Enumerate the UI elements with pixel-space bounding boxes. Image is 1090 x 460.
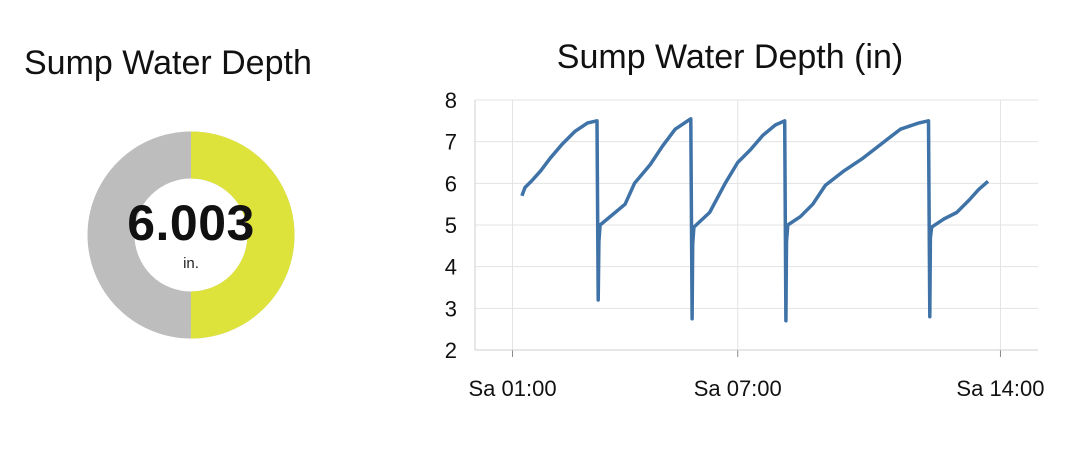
x-tick-label: Sa 14:00 [956,376,1044,401]
x-tick-label: Sa 07:00 [694,376,782,401]
chart-title: Sump Water Depth (in) [556,38,904,76]
y-tick-label: 6 [445,171,457,196]
gauge-title: Sump Water Depth [24,44,312,82]
y-tick-label: 5 [445,213,457,238]
gauge-fill [87,131,295,339]
y-tick-label: 3 [445,296,457,321]
y-tick-label: 8 [445,88,457,113]
y-tick-label: 4 [445,255,457,280]
x-tick-label: Sa 01:00 [468,376,556,401]
chart-panel: Sump Water Depth (in) 2 3 4 5 6 7 8 Sa 01:00 Sa … [400,0,1090,460]
y-tick-label: 7 [445,130,457,155]
line-chart: 2 3 4 5 6 7 8 Sa 01:00 Sa 07:00 Sa 14:00 [445,88,1045,401]
gauge-value: 6.003 [127,195,255,251]
gauge-unit: in. [183,255,199,272]
y-tick-label: 2 [445,338,457,363]
series-line [520,117,990,323]
gauge-panel: Sump Water Depth 6.003 in. [0,0,390,460]
donut-gauge [87,131,295,339]
